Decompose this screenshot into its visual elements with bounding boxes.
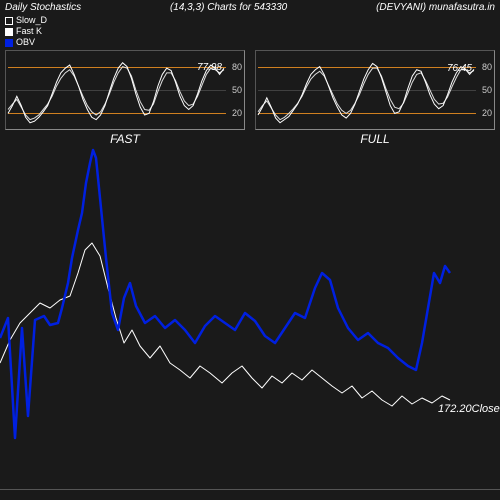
legend: Slow_D Fast K OBV xyxy=(0,15,500,48)
close-label: 172.20Close xyxy=(438,403,500,415)
legend-fast-k: Fast K xyxy=(5,26,495,37)
panel-titles: FAST FULL xyxy=(0,130,500,148)
bottom-divider xyxy=(0,489,500,490)
chart-header: Daily Stochastics (14,3,3) Charts for 54… xyxy=(0,0,500,15)
panel-title-fast: FAST xyxy=(5,132,245,146)
legend-slow-d: Slow_D xyxy=(5,15,495,26)
main-chart: 172.20Close xyxy=(0,148,500,478)
marker-hollow-icon xyxy=(5,17,13,25)
panel-fast: 80502077.98 xyxy=(5,50,245,130)
title-right: (DEVYANI) munafasutra.in xyxy=(376,2,495,13)
marker-solid-icon xyxy=(5,28,13,36)
marker-blue-icon xyxy=(5,39,13,47)
title-left: Daily Stochastics xyxy=(5,2,81,13)
legend-obv: OBV xyxy=(5,37,495,48)
panel-title-full: FULL xyxy=(255,132,495,146)
title-center: (14,3,3) Charts for 543330 xyxy=(170,2,287,13)
sub-panels: 80502077.98 80502076.45 xyxy=(0,50,500,130)
panel-full: 80502076.45 xyxy=(255,50,495,130)
